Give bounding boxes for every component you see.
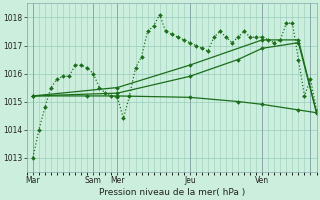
X-axis label: Pression niveau de la mer( hPa ): Pression niveau de la mer( hPa ) [99,188,245,197]
